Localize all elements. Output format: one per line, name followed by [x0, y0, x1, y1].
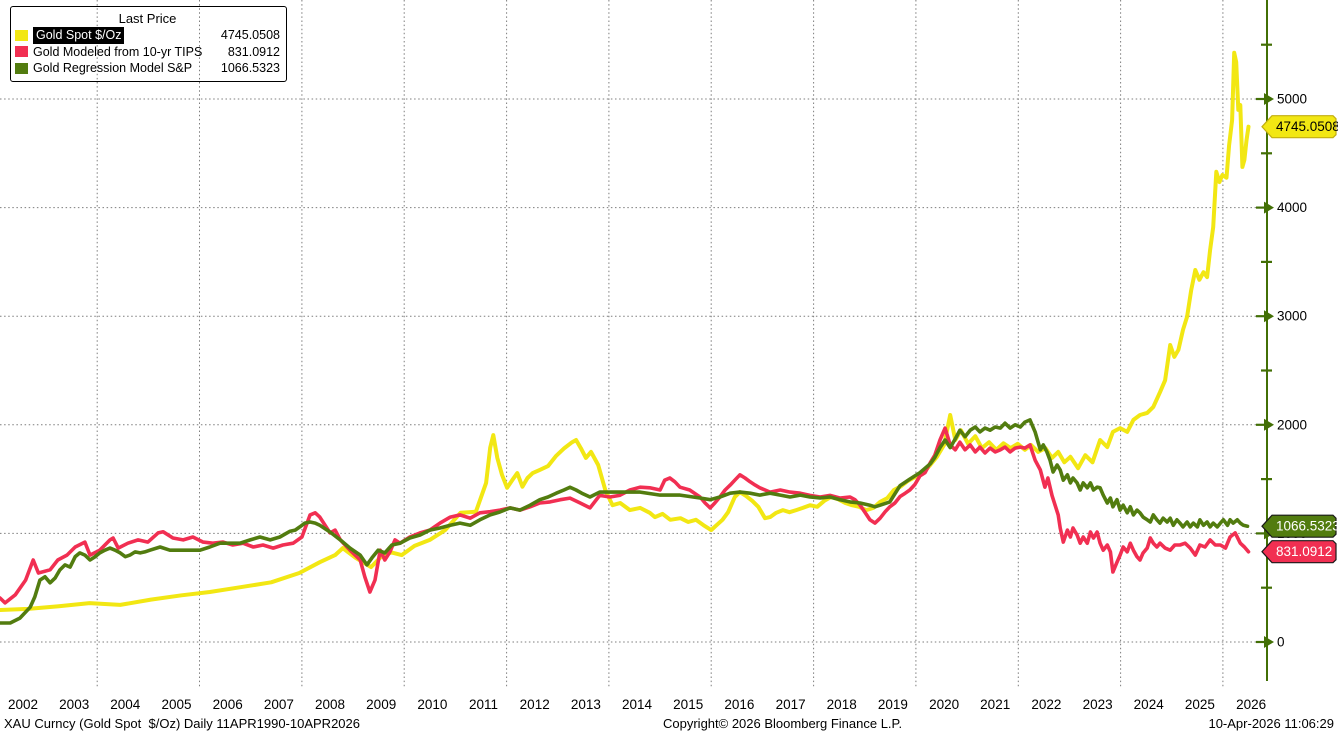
- y-axis-tick-label: 4000: [1277, 200, 1307, 215]
- legend-row-tips-model[interactable]: Gold Modeled from 10-yr TIPS 831.0912: [15, 44, 280, 61]
- y-axis-tick-arrow-icon: [1264, 418, 1274, 431]
- y-axis-tick-label: 2000: [1277, 417, 1307, 432]
- tips-model-price-tag-value: 831.0912: [1276, 544, 1332, 559]
- x-axis-year-label: 2026: [1236, 697, 1266, 712]
- y-axis-tick-arrow-icon: [1264, 636, 1274, 648]
- legend: Last Price Gold Spot $/Oz 4745.0508 Gold…: [10, 6, 287, 82]
- y-axis-tick-label: 3000: [1277, 309, 1307, 324]
- sp-regression-line: [0, 418, 1250, 625]
- x-axis-year-label: 2019: [878, 697, 908, 712]
- x-axis-year-label: 2002: [8, 697, 38, 712]
- sp-regression-price-tag: [1261, 514, 1337, 538]
- x-axis-year-label: 2009: [366, 697, 396, 712]
- security-description: XAU Curncy (Gold Spot $/Oz) Daily 11APR1…: [4, 716, 360, 731]
- x-axis-year-label: 2023: [1083, 697, 1113, 712]
- x-axis-year-label: 2010: [417, 697, 447, 712]
- legend-row-gold-spot[interactable]: Gold Spot $/Oz 4745.0508: [15, 27, 280, 44]
- sp-regression-series-label: Gold Regression Model S&P: [33, 61, 193, 75]
- x-axis-year-label: 2021: [980, 697, 1010, 712]
- chart-footer: XAU Curncy (Gold Spot $/Oz) Daily 11APR1…: [0, 716, 1338, 734]
- y-axis-tick-label: 5000: [1277, 92, 1307, 107]
- x-axis-year-label: 2022: [1031, 697, 1061, 712]
- x-axis-year-label: 2013: [571, 697, 601, 712]
- x-axis-year-label: 2017: [776, 697, 806, 712]
- y-axis-tick-label: 0: [1277, 635, 1285, 650]
- gold-spot-price-tag: [1261, 115, 1337, 139]
- x-axis-year-label: 2004: [110, 697, 141, 712]
- gold-spot-line: [0, 50, 1251, 612]
- x-axis-year-label: 2016: [724, 697, 754, 712]
- x-axis-year-label: 2024: [1134, 697, 1165, 712]
- x-axis-year-label: 2020: [929, 697, 959, 712]
- tips-model-color-swatch-icon: [15, 46, 28, 58]
- x-axis-year-label: 2007: [264, 697, 294, 712]
- y-axis-tick-arrow-icon: [1264, 310, 1274, 323]
- x-axis-year-label: 2005: [161, 697, 191, 712]
- gold-spot-price-tag-value: 4745.0508: [1276, 119, 1338, 134]
- sp-regression-color-swatch-icon: [15, 62, 28, 74]
- legend-title: Last Price: [118, 11, 177, 26]
- x-axis-year-label: 2003: [59, 697, 89, 712]
- gold-spot-color-swatch-icon: [15, 29, 28, 41]
- y-axis-tick-arrow-icon: [1264, 93, 1274, 105]
- x-axis-year-label: 2011: [469, 697, 498, 712]
- x-axis-year-label: 2008: [315, 697, 345, 712]
- x-axis-year-label: 2015: [673, 697, 703, 712]
- sp-regression-price-tag-value: 1066.5323: [1276, 519, 1338, 534]
- legend-row-sp-regression[interactable]: Gold Regression Model S&P 1066.5323: [15, 60, 280, 77]
- x-axis-year-label: 2012: [520, 697, 550, 712]
- y-axis-tick-arrow-icon: [1264, 201, 1274, 214]
- tips-model-series-label: Gold Modeled from 10-yr TIPS: [33, 44, 203, 59]
- x-axis-year-label: 2025: [1185, 697, 1215, 712]
- gold-spot-series-label: Gold Spot $/Oz: [33, 27, 125, 44]
- x-axis-year-label: 2018: [827, 697, 857, 712]
- tips-model-line: [0, 426, 1251, 605]
- timestamp: 10-Apr-2026 11:06:29: [1208, 716, 1334, 731]
- gold-spot-last-price: 4745.0508: [220, 28, 280, 42]
- copyright-text: Copyright© 2026 Bloomberg Finance L.P.: [663, 716, 903, 731]
- sp-regression-last-price: 1066.5323: [220, 61, 280, 75]
- tips-model-last-price: 831.0912: [227, 44, 280, 59]
- x-axis-year-label: 2006: [213, 697, 243, 712]
- tips-model-price-tag: [1261, 540, 1337, 564]
- x-axis-year-label: 2014: [622, 697, 653, 712]
